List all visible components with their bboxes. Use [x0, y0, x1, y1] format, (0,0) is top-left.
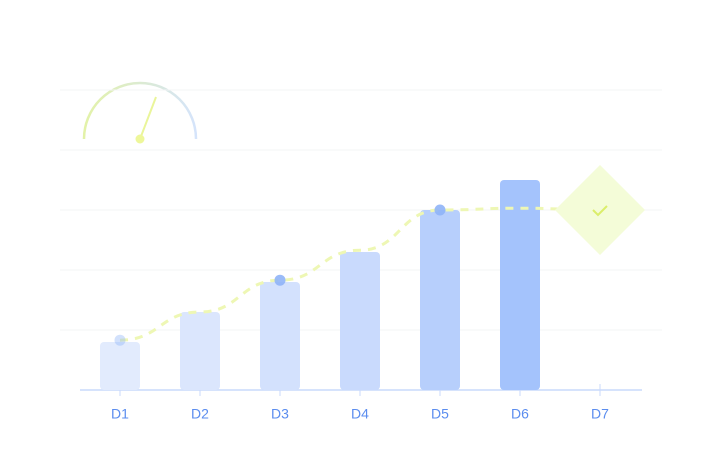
- line: [119, 206, 601, 342]
- bar: [100, 342, 140, 390]
- x-tick-label: D6: [511, 406, 529, 422]
- x-tick-label: D2: [191, 406, 209, 422]
- point: [434, 204, 446, 216]
- x-tick-label: D1: [111, 406, 129, 422]
- target-diamond: [555, 165, 645, 255]
- point: [274, 274, 286, 286]
- x-tick-label: D5: [431, 406, 449, 422]
- bar: [500, 180, 540, 390]
- check-icon: [592, 205, 608, 217]
- bar: [260, 282, 300, 390]
- gauge-icon: [82, 81, 198, 144]
- x-tick-label: D4: [351, 406, 369, 422]
- bar: [420, 210, 460, 390]
- x-tick-label: D7: [591, 406, 609, 422]
- x-tick-label: D3: [271, 406, 289, 422]
- bar: [180, 312, 220, 390]
- bar: [340, 252, 380, 390]
- point: [114, 334, 126, 346]
